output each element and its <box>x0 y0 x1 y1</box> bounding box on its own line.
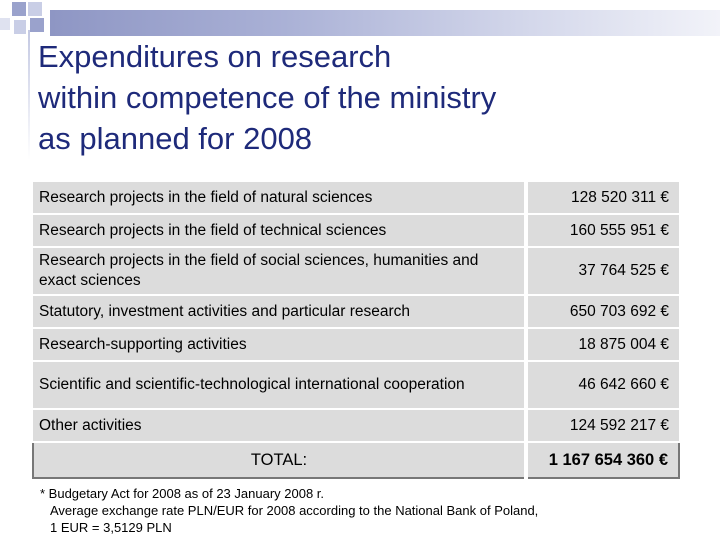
total-amount: 1 167 654 360 € <box>526 441 680 479</box>
decor-square <box>12 2 26 16</box>
table-row: Research-supporting activities 18 875 00… <box>33 327 679 362</box>
table-row: Research projects in the field of social… <box>33 246 679 296</box>
decor-line <box>28 30 30 160</box>
table-row: Statutory, investment activities and par… <box>33 294 679 329</box>
footnote: * Budgetary Act for 2008 as of 23 Januar… <box>40 485 538 536</box>
header-gradient-strip <box>50 10 720 36</box>
row-amount: 124 592 217 € <box>526 408 679 443</box>
footnote-line: Average exchange rate PLN/EUR for 2008 a… <box>50 503 539 518</box>
table-row: Scientific and scientific-technological … <box>33 360 679 410</box>
row-amount: 650 703 692 € <box>526 294 679 329</box>
row-amount: 160 555 951 € <box>526 213 679 248</box>
expenditure-table: Research projects in the field of natura… <box>32 180 680 479</box>
decor-square <box>14 20 26 34</box>
row-amount: 37 764 525 € <box>526 246 679 296</box>
title-line: as planned for 2008 <box>38 121 313 156</box>
row-label: Research projects in the field of techni… <box>33 213 528 248</box>
row-label: Scientific and scientific-technological … <box>33 360 528 410</box>
decor-square <box>28 2 42 16</box>
table-row: Research projects in the field of natura… <box>33 180 679 215</box>
page-title: Expenditures on research within competen… <box>38 36 678 159</box>
total-label: TOTAL: <box>32 441 528 479</box>
row-amount: 128 520 311 € <box>526 180 679 215</box>
row-label: Research-supporting activities <box>33 327 528 362</box>
row-label: Research projects in the field of natura… <box>33 180 528 215</box>
footnote-line: 1 EUR = 3,5129 PLN <box>50 520 172 535</box>
row-label: Research projects in the field of social… <box>33 246 528 296</box>
table-row: Other activities 124 592 217 € <box>33 408 679 443</box>
title-line: Expenditures on research <box>38 39 392 74</box>
row-label: Other activities <box>33 408 528 443</box>
total-row: TOTAL: 1 167 654 360 € <box>32 441 680 479</box>
title-line: within competence of the ministry <box>38 80 497 115</box>
row-amount: 46 642 660 € <box>526 360 679 410</box>
row-amount: 18 875 004 € <box>526 327 679 362</box>
footnote-line: * Budgetary Act for 2008 as of 23 Januar… <box>40 486 325 501</box>
decor-square <box>30 18 44 32</box>
decor-square <box>0 18 10 30</box>
table-row: Research projects in the field of techni… <box>33 213 679 248</box>
row-label: Statutory, investment activities and par… <box>33 294 528 329</box>
